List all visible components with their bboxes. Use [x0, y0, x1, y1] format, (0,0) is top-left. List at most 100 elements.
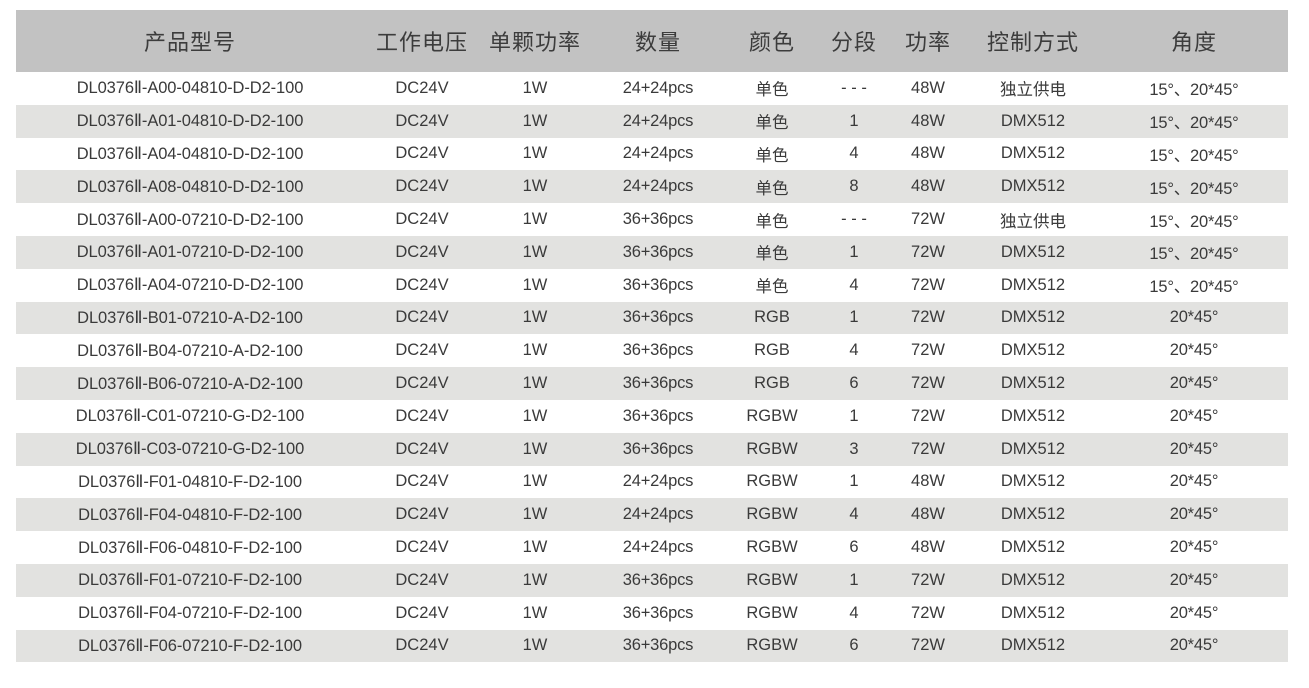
- cell-power: 48W: [911, 505, 945, 524]
- cell-model: DL0376Ⅱ-A04-04810-D-D2-100: [76, 144, 304, 163]
- table-row[interactable]: DL0376Ⅱ-F04-04810-F-D2-100 DC24V 1W 24+24pc…: [16, 498, 1288, 532]
- cell-color: RGBW: [746, 538, 798, 557]
- column-header-color: 颜色: [748, 30, 795, 55]
- cell-single-power: 1W: [522, 570, 548, 589]
- cell-angle: 15°、20*45°: [1149, 146, 1239, 165]
- cell-quantity: 36+36pcs: [622, 341, 694, 360]
- table-row[interactable]: DL0376Ⅱ-A01-07210-D-D2-100 DC24V 1W 36+36pc…: [16, 235, 1288, 269]
- column-header-angle: 角度: [1170, 30, 1217, 55]
- cell-color: RGBW: [746, 406, 798, 425]
- cell-color: 单色: [755, 146, 789, 165]
- cell-voltage: DC24V: [395, 505, 449, 524]
- cell-power: 72W: [911, 570, 945, 589]
- cell-power: 48W: [911, 78, 945, 97]
- cell-angle: 20*45°: [1169, 570, 1219, 589]
- cell-segment: 1: [849, 472, 859, 491]
- cell-model: DL0376Ⅱ-F01-04810-F-D2-100: [78, 472, 302, 491]
- cell-power: 72W: [911, 406, 945, 425]
- table-row[interactable]: DL0376Ⅱ-F01-04810-F-D2-100 DC24V 1W 24+24pc…: [16, 465, 1288, 499]
- table-row[interactable]: DL0376Ⅱ-F01-07210-F-D2-100 DC24V 1W 36+36pc…: [16, 563, 1288, 597]
- column-header-power: 功率: [904, 30, 951, 55]
- column-header-voltage: 工作电压: [375, 30, 468, 55]
- cell-quantity: 36+36pcs: [622, 570, 694, 589]
- cell-single-power: 1W: [522, 308, 548, 327]
- cell-angle: 20*45°: [1169, 308, 1219, 327]
- cell-voltage: DC24V: [395, 406, 449, 425]
- cell-voltage: DC24V: [395, 570, 449, 589]
- cell-angle: 20*45°: [1169, 374, 1219, 393]
- cell-power: 72W: [911, 275, 945, 294]
- cell-model: DL0376Ⅱ-A00-04810-D-D2-100: [76, 79, 304, 98]
- cell-angle: 20*45°: [1169, 406, 1219, 425]
- cell-color: RGB: [754, 308, 790, 327]
- table-row[interactable]: DL0376Ⅱ-A01-04810-D-D2-100 DC24V 1W 24+24pc…: [16, 104, 1288, 138]
- cell-color: 单色: [755, 245, 789, 264]
- cell-quantity: 36+36pcs: [622, 406, 694, 425]
- table-row[interactable]: DL0376Ⅱ-B01-07210-A-D2-100 DC24V 1W 36+36pc…: [16, 301, 1288, 335]
- table-row[interactable]: DL0376Ⅱ-A08-04810-D-D2-100 DC24V 1W 24+24pc…: [16, 170, 1288, 204]
- cell-voltage: DC24V: [395, 177, 449, 196]
- table-row[interactable]: DL0376Ⅱ-A04-07210-D-D2-100 DC24V 1W 36+36pc…: [16, 268, 1288, 302]
- table-row[interactable]: DL0376Ⅱ-C03-07210-G-D2-100 DC24V 1W 36+36pc…: [16, 432, 1288, 466]
- cell-model: DL0376Ⅱ-F04-07210-F-D2-100: [78, 604, 302, 623]
- cell-angle: 15°、20*45°: [1149, 114, 1239, 133]
- cell-color: 单色: [755, 114, 789, 133]
- cell-quantity: 36+36pcs: [622, 636, 694, 655]
- cell-quantity: 24+24pcs: [622, 177, 694, 196]
- cell-power: 48W: [911, 111, 945, 130]
- cell-voltage: DC24V: [395, 374, 449, 393]
- cell-color: 单色: [755, 81, 789, 100]
- cell-angle: 20*45°: [1169, 439, 1219, 458]
- cell-segment: 1: [849, 406, 859, 425]
- cell-power: 72W: [911, 210, 945, 229]
- table-row[interactable]: DL0376Ⅱ-F04-07210-F-D2-100 DC24V 1W 36+36pc…: [16, 596, 1288, 630]
- cell-voltage: DC24V: [395, 308, 449, 327]
- cell-angle: 20*45°: [1169, 341, 1219, 360]
- cell-angle: 15°、20*45°: [1149, 245, 1239, 264]
- cell-angle: 20*45°: [1169, 505, 1219, 524]
- cell-power: 72W: [911, 308, 945, 327]
- table-row[interactable]: DL0376Ⅱ-A00-07210-D-D2-100 DC24V 1W 36+36pc…: [16, 203, 1288, 236]
- cell-single-power: 1W: [522, 275, 548, 294]
- cell-power: 72W: [911, 242, 945, 261]
- cell-model: DL0376Ⅱ-A08-04810-D-D2-100: [76, 177, 304, 196]
- cell-model: DL0376Ⅱ-A04-07210-D-D2-100: [76, 276, 304, 295]
- cell-control: DMX512: [1000, 242, 1066, 261]
- table-row[interactable]: DL0376Ⅱ-F06-07210-F-D2-100 DC24V 1W 36+36pc…: [16, 629, 1288, 663]
- cell-power: 72W: [911, 341, 945, 360]
- cell-quantity: 24+24pcs: [622, 505, 694, 524]
- cell-control: DMX512: [1000, 177, 1066, 196]
- table-row[interactable]: DL0376Ⅱ-F06-04810-F-D2-100 DC24V 1W 24+24pc…: [16, 531, 1288, 564]
- cell-color: RGB: [754, 341, 790, 360]
- cell-segment: 4: [849, 341, 859, 360]
- cell-angle: 15°、20*45°: [1149, 81, 1239, 100]
- table-row[interactable]: DL0376Ⅱ-C01-07210-G-D2-100 DC24V 1W 36+36pc…: [16, 399, 1288, 433]
- cell-power: 48W: [911, 177, 945, 196]
- cell-voltage: DC24V: [395, 111, 449, 130]
- cell-angle: 20*45°: [1169, 603, 1219, 622]
- cell-segment: 3: [849, 439, 859, 458]
- table-row[interactable]: DL0376Ⅱ-A00-04810-D-D2-100 DC24V 1W 24+24pc…: [16, 72, 1288, 105]
- cell-control: DMX512: [1000, 439, 1066, 458]
- cell-segment: 6: [849, 636, 859, 655]
- cell-control: DMX512: [1000, 505, 1066, 524]
- cell-control: DMX512: [1000, 275, 1066, 294]
- cell-power: 48W: [911, 144, 945, 163]
- table-header: 产品型号 工作电压 单颗功率 数量 颜色 分段 功率 控制方式 角度: [16, 10, 1288, 72]
- cell-segment: 1: [849, 111, 859, 130]
- cell-voltage: DC24V: [395, 538, 449, 557]
- cell-control: 独立供电: [1000, 81, 1066, 100]
- cell-single-power: 1W: [522, 505, 548, 524]
- cell-color: RGBW: [746, 636, 798, 655]
- cell-voltage: DC24V: [395, 636, 449, 655]
- table-row[interactable]: DL0376Ⅱ-B06-07210-A-D2-100 DC24V 1W 36+36pc…: [16, 367, 1288, 400]
- table-body: DL0376Ⅱ-A00-04810-D-D2-100 DC24V 1W 24+24pc…: [16, 72, 1288, 663]
- column-header-quantity: 数量: [634, 30, 681, 55]
- cell-single-power: 1W: [522, 374, 548, 393]
- table-row[interactable]: DL0376Ⅱ-A04-04810-D-D2-100 DC24V 1W 24+24pc…: [16, 137, 1288, 171]
- cell-color: RGBW: [746, 472, 798, 491]
- product-spec-table: 产品型号 工作电压 单颗功率 数量 颜色 分段 功率 控制方式 角度 DL037…: [16, 10, 1288, 663]
- table-row[interactable]: DL0376Ⅱ-B04-07210-A-D2-100 DC24V 1W 36+36pc…: [16, 334, 1288, 368]
- cell-segment: 8: [849, 177, 859, 196]
- table-header-row: 产品型号 工作电压 单颗功率 数量 颜色 分段 功率 控制方式 角度: [16, 10, 1288, 72]
